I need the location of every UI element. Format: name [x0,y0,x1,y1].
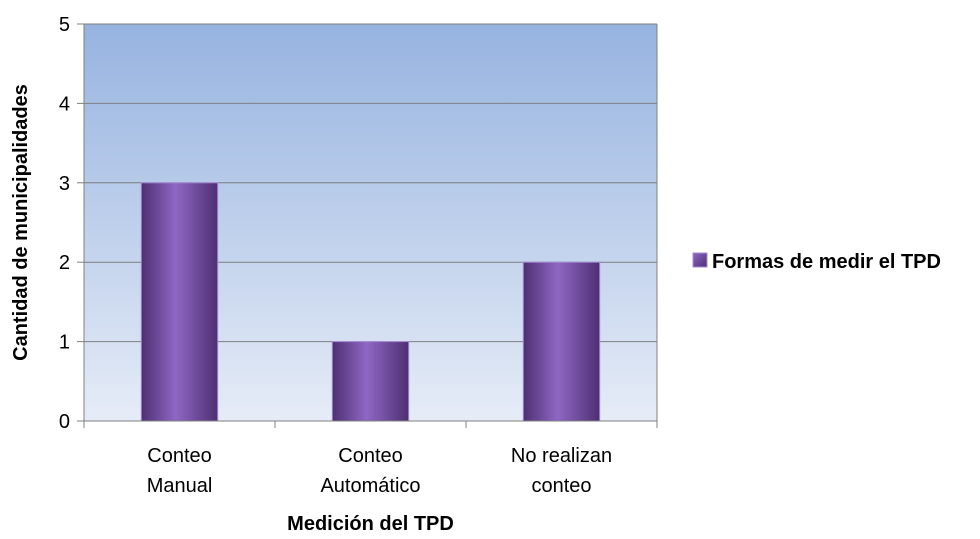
y-tick-label: 1 [59,332,70,354]
y-tick-label: 3 [59,173,70,195]
y-tick-label: 0 [59,411,70,433]
bar [140,182,219,422]
y-tick-label: 2 [59,252,70,274]
y-tick-label: 5 [59,14,70,36]
legend-label: Formas de medir el TPD [712,251,941,273]
y-tick-label: 4 [59,93,70,115]
x-tick-label: No realizan conteo [511,445,612,497]
bar [331,341,410,422]
legend-swatch [692,252,708,268]
x-tick-labels: Conteo Manual Conteo Automático No realizan c… [147,445,612,497]
x-tick-label: Conteo Manual [147,445,213,497]
bar [522,261,601,422]
x-axis-title: Medición del TPD [287,513,454,535]
axes [77,23,658,428]
legend: Formas de medir el TPD [692,251,941,273]
y-axis-title: Cantidad de municipalidades [10,84,32,361]
x-tick-label: Conteo Automático [320,445,420,497]
y-tick-labels: 0 1 2 3 4 5 [59,14,70,433]
bars [140,182,601,422]
